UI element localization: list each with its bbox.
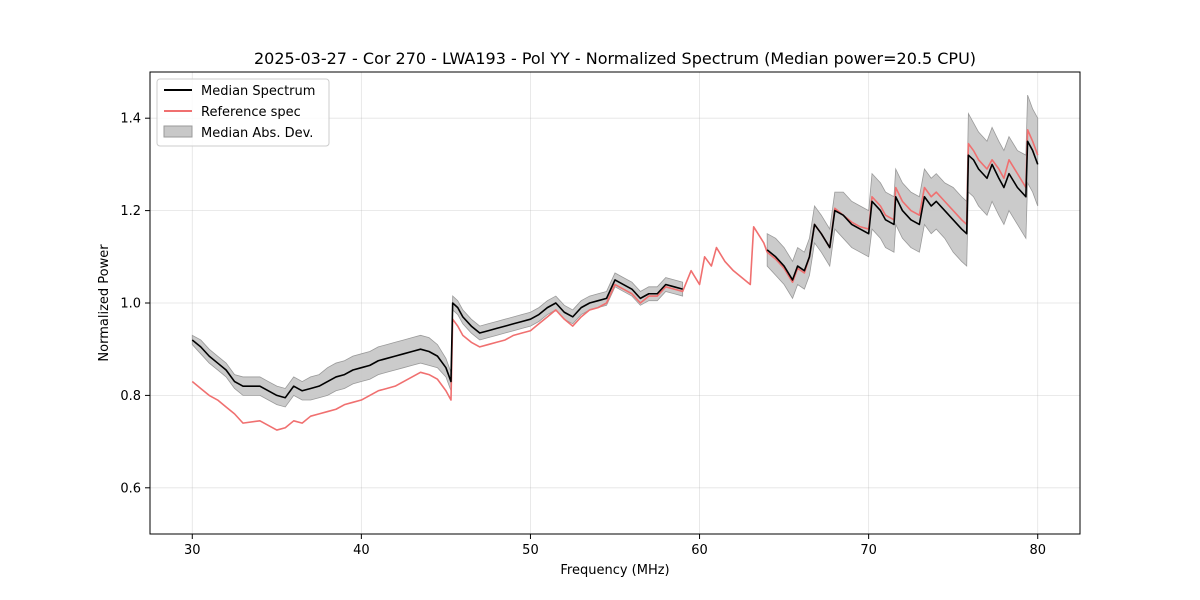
median-spectrum-line [766,140,1039,281]
y-tick-label: 0.6 [120,481,141,496]
series-lines-layer [191,128,1039,431]
y-tick-label: 1.2 [120,204,141,219]
y-axis-label: Normalized Power [97,244,112,362]
x-tick-label: 80 [1029,543,1046,558]
legend: Median Spectrum Reference spec Median Ab… [156,78,330,147]
legend-mad-swatch [163,125,193,138]
x-tick-label: 50 [522,543,539,558]
x-tick-label: 60 [691,543,708,558]
x-tick-label: 70 [860,543,877,558]
chart-title: 2025-03-27 - Cor 270 - LWA193 - Pol YY -… [254,49,976,68]
x-axis-label: Frequency (MHz) [560,563,669,578]
y-tick-label: 1.0 [120,297,141,312]
legend-median-label: Median Spectrum [201,84,315,99]
legend-box [156,78,330,147]
x-tick-label: 40 [353,543,370,558]
legend-reference-label: Reference spec [201,105,301,120]
y-tick-label: 0.8 [120,389,141,404]
legend-mad-label: Median Abs. Dev. [201,126,313,141]
x-tick-label: 30 [184,543,201,558]
reference-spectrum-line [191,128,1039,431]
median-spectrum-line [191,279,683,399]
axis-ticks: 30 40 50 60 70 80 0.6 0.8 1.0 1.2 1.4 [120,112,1046,558]
y-tick-label: 1.4 [120,112,141,127]
